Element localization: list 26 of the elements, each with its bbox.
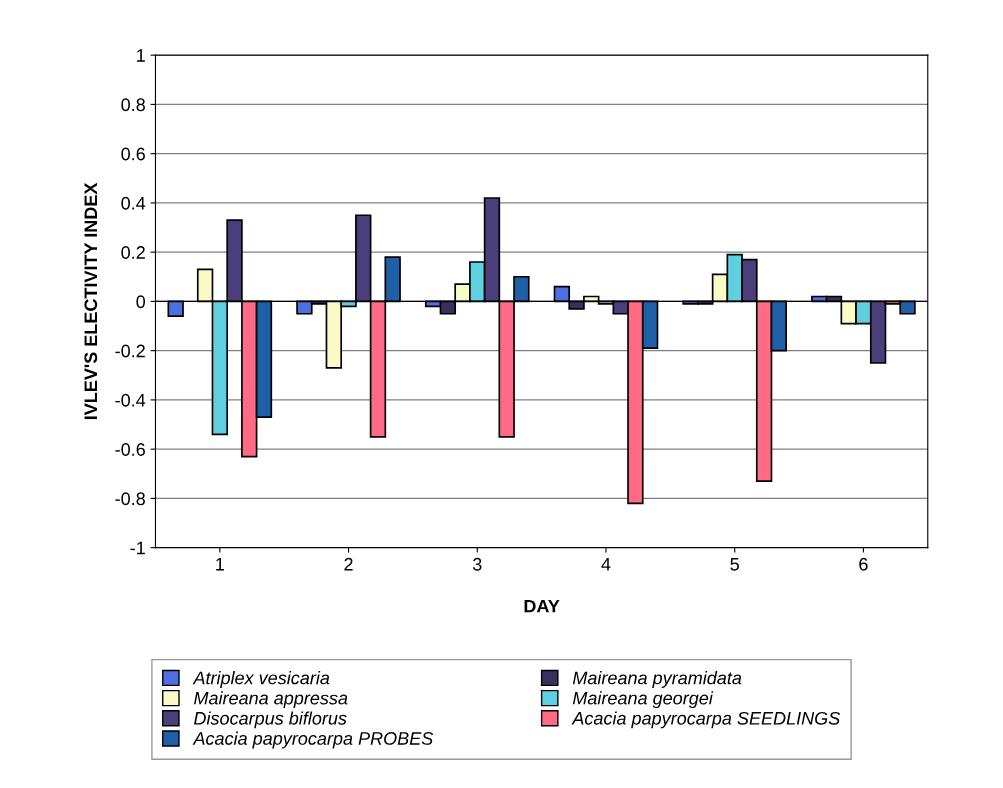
y-tick-label: 0.4 — [121, 196, 146, 210]
x-tick-label: 2 — [344, 557, 353, 571]
legend-label: Atriplex vesicaria — [192, 671, 330, 688]
legend-label: Disocarpus biflorus — [194, 711, 347, 729]
legend-label: Maireana pyramidata — [572, 671, 742, 688]
y-tick-label: 0.8 — [121, 98, 145, 112]
x-tick-label: 3 — [472, 557, 482, 571]
legend-label: Acacia papyrocarpa PROBES — [192, 731, 434, 749]
y-tick-label: -0.8 — [115, 492, 145, 506]
x-tick-label: 6 — [859, 557, 868, 571]
x-tick-label: 5 — [730, 558, 739, 571]
y-tick-label: 0.2 — [121, 246, 145, 259]
y-tick-label: -0.4 — [115, 393, 146, 407]
y-tick-label: 0 — [136, 295, 146, 309]
legend-label: Acacia papyrocarpa SEEDLINGS — [571, 711, 841, 729]
y-axis-title: IVLEV'S ELECTIVITY INDEX — [84, 182, 98, 420]
legend-label: Maireana georgei — [572, 691, 714, 709]
y-tick-label: -0.2 — [115, 344, 145, 358]
y-tick-label: 1 — [137, 49, 145, 62]
y-tick-label: 0.6 — [121, 147, 145, 161]
y-tick-label: -1 — [130, 541, 145, 555]
x-axis-title: DAY — [524, 599, 560, 613]
y-tick-label: -0.6 — [115, 443, 145, 456]
x-tick-label: 4 — [601, 558, 611, 571]
x-tick-label: 1 — [216, 558, 224, 571]
legend-label: Maireana appressa — [194, 691, 348, 709]
